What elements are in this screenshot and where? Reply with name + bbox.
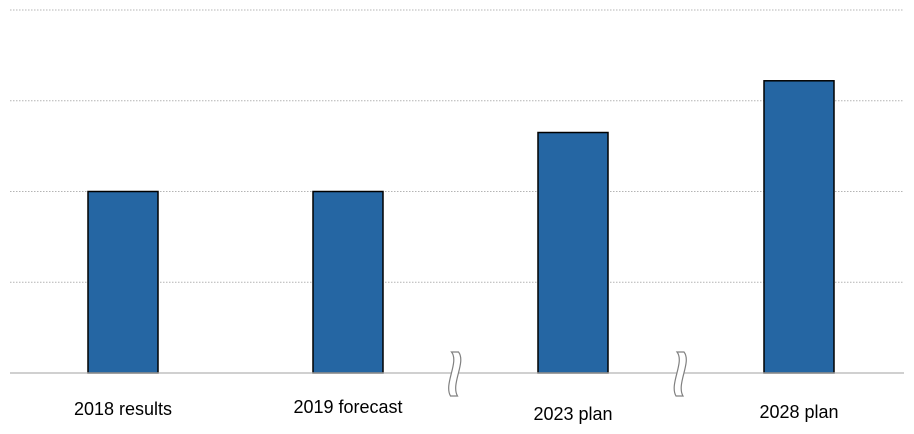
x-tick-label: 2028 plan <box>759 402 838 422</box>
axis-break-marker <box>673 351 687 397</box>
gridlines <box>10 9 904 283</box>
bar <box>87 190 159 374</box>
axis-break-shape <box>673 351 687 397</box>
bars <box>87 80 835 374</box>
x-tick-labels: 2018 results 2019 forecast 2023 plan 2028 p… <box>74 397 839 424</box>
x-tick-label: 2018 results <box>74 399 172 419</box>
axis-break-markers <box>448 351 687 397</box>
axis-break-marker <box>448 351 462 397</box>
x-tick-label: 2019 forecast <box>293 397 402 417</box>
axis-break-shape <box>448 351 462 397</box>
x-tick-label: 2023 plan <box>533 404 612 424</box>
bar <box>537 131 609 374</box>
bar <box>312 190 384 374</box>
bar <box>763 80 835 374</box>
